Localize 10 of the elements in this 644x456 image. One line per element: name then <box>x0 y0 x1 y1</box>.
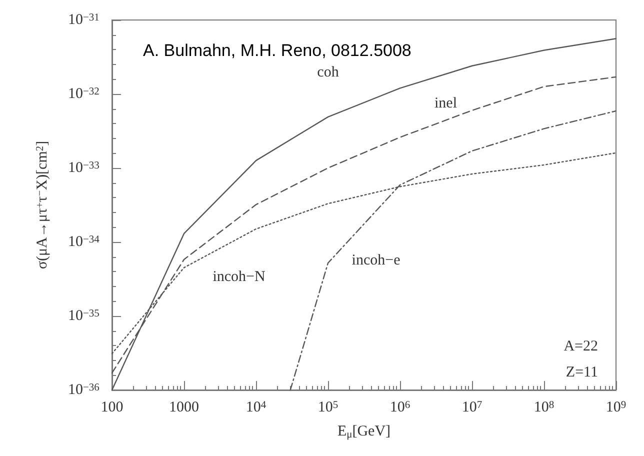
series-label: coh <box>317 64 340 80</box>
annotation: A. Bulmahn, M.H. Reno, 0812.5008 <box>143 41 412 60</box>
x-tick-label: 1000 <box>169 400 199 416</box>
series-label: inel <box>434 95 457 112</box>
series-label: incoh−N <box>212 269 266 286</box>
annotation: Z=11 <box>566 364 598 380</box>
annotation: A=22 <box>564 338 598 354</box>
y-axis-title: σ(μA→μτ+τ−X)[cm2] <box>34 140 50 270</box>
x-tick-label: 100 <box>100 400 124 416</box>
series-label: incoh−e <box>352 252 401 269</box>
